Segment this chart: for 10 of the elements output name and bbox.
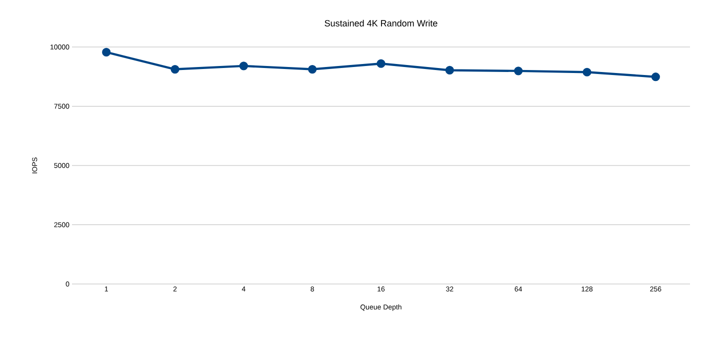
point <box>376 59 386 68</box>
point <box>102 48 111 57</box>
point <box>651 72 660 82</box>
point <box>514 66 523 76</box>
point <box>239 62 248 70</box>
chart-title: Sustained 4K Random Write <box>324 20 438 26</box>
point <box>308 64 317 74</box>
point <box>170 64 180 74</box>
point <box>582 68 592 76</box>
point <box>445 66 454 75</box>
